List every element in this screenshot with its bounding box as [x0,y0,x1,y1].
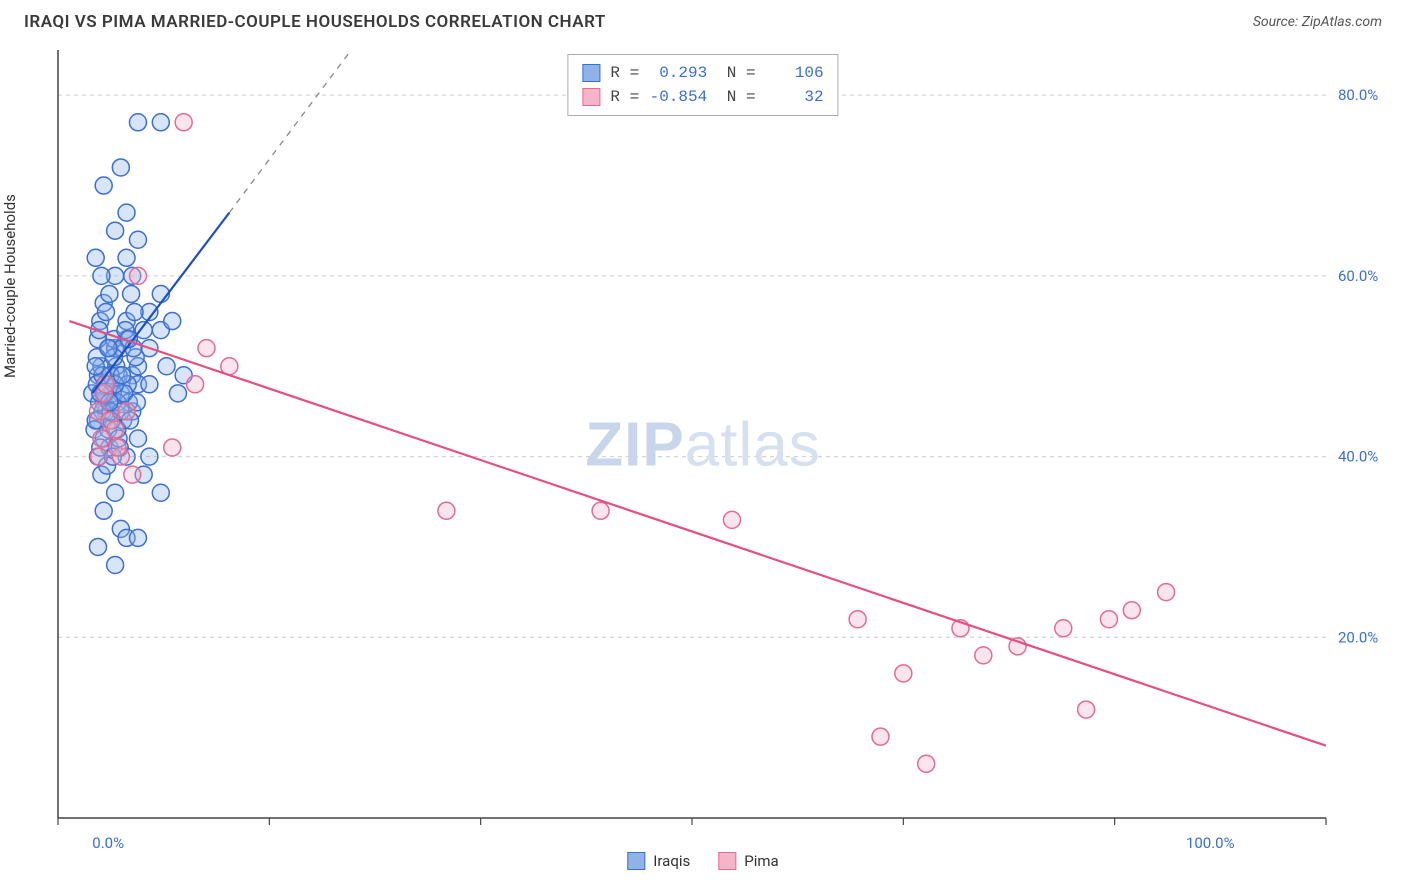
y-tick-label: 80.0% [1338,86,1378,104]
data-point [107,484,124,501]
x-tick-label: 0.0% [92,834,124,852]
data-point [895,665,912,682]
legend-swatch [627,852,645,870]
legend-label: Iraqis [653,852,690,870]
data-point [1100,611,1117,628]
data-point [118,403,135,420]
data-point [158,358,175,375]
stats-n-label: N = [717,85,755,109]
data-point [152,484,169,501]
trend-line-pima [69,321,1326,746]
data-point [198,340,215,357]
stats-r-value: -0.854 [649,85,707,109]
data-point [129,267,146,284]
data-point [918,755,935,772]
data-point [187,376,204,393]
data-point [112,159,129,176]
data-point [592,502,609,519]
data-point [175,114,192,131]
data-point [107,557,124,574]
source-attribution: Source: ZipAtlas.com [1253,14,1382,30]
stats-r-value: 0.293 [649,61,707,85]
data-point [129,529,146,546]
data-point [1158,584,1175,601]
data-point [872,728,889,745]
stats-n-value: 32 [766,85,824,109]
y-tick-label: 60.0% [1338,267,1378,285]
data-point [118,204,135,221]
data-point [1078,701,1095,718]
data-point [141,448,158,465]
data-point [113,367,130,384]
data-point [152,114,169,131]
source-prefix: Source: [1253,14,1302,30]
data-point [849,611,866,628]
stats-swatch [582,88,600,106]
source-name: ZipAtlas.com [1302,14,1382,30]
trend-line-dashed [229,50,412,213]
chart-header: IRAQI VS PIMA MARRIED-COUPLE HOUSEHOLDS … [0,0,1406,40]
y-tick-label: 40.0% [1338,448,1378,466]
data-point [438,502,455,519]
data-point [97,304,114,321]
data-point [89,538,106,555]
data-point [123,285,140,302]
data-point [141,376,158,393]
data-point [1123,602,1140,619]
data-point [723,511,740,528]
x-tick-label: 100.0% [1186,834,1235,852]
scatter-chart: 20.0% 40.0% 60.0% 80.0% 0.0% 100.0% [20,50,1386,872]
stats-row: R = 0.293 N = 106 [582,61,823,85]
stats-r-label: R = [610,61,639,85]
data-point [91,448,108,465]
data-point [107,222,124,239]
series-pima [89,114,1174,773]
data-point [975,647,992,664]
data-point [87,358,104,375]
data-point [126,304,143,321]
data-point [1055,620,1072,637]
stats-n-label: N = [717,61,755,85]
stats-row: R = -0.854 N = 32 [582,85,823,109]
data-point [169,385,186,402]
stats-r-label: R = [610,85,639,109]
stats-n-value: 106 [766,61,824,85]
legend-item: Iraqis [627,852,690,870]
data-point [129,231,146,248]
legend-item: Pima [718,852,778,870]
data-point [118,249,135,266]
chart-title: IRAQI VS PIMA MARRIED-COUPLE HOUSEHOLDS … [24,12,606,32]
data-point [164,313,181,330]
chart-container: Married-couple Households ZIPatlas 20.0%… [20,50,1386,872]
data-point [87,249,104,266]
data-point [129,430,146,447]
data-point [129,114,146,131]
chart-legend: Iraqis Pima [619,850,786,872]
data-point [124,466,141,483]
data-point [95,177,112,194]
data-point [101,285,118,302]
legend-label: Pima [744,852,778,870]
stats-swatch [582,64,600,82]
data-point [93,267,110,284]
y-axis-label: Married-couple Households [1,194,19,378]
data-point [109,439,126,456]
legend-swatch [718,852,736,870]
data-point [100,340,117,357]
data-point [93,430,110,447]
data-point [164,439,181,456]
correlation-stats-box: R = 0.293 N = 106 R = -0.854 N = 32 [567,54,838,116]
y-tick-label: 20.0% [1338,628,1378,646]
data-point [95,502,112,519]
